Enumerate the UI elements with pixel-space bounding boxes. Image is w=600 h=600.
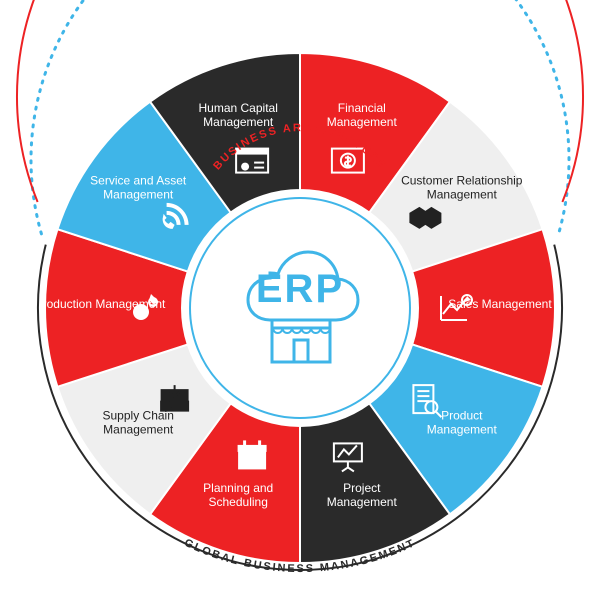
segment-label: Human CapitalManagement (199, 101, 278, 129)
svg-text:31: 31 (245, 452, 259, 467)
center: ERP (190, 198, 410, 418)
erp-wheel-diagram: FinancialManagementCustomer Relationship… (0, 0, 600, 600)
segment-label: Supply ChainManagement (103, 409, 174, 437)
center-title: ERP (256, 267, 344, 311)
segment-label: Service and AssetManagement (90, 173, 187, 201)
segment-label: Planning andScheduling (203, 481, 273, 509)
